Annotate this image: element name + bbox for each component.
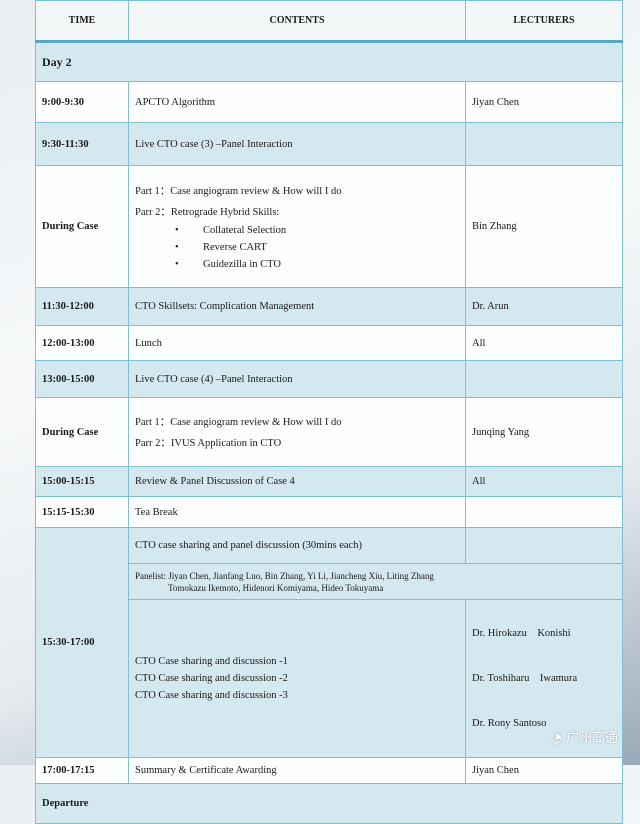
content-line: Part 1：Case angiogram review & How will … [135, 417, 342, 428]
lecturer-line: Dr. Hirokazu Konishi [472, 628, 571, 639]
time-cell: 12:00-13:00 [35, 325, 129, 361]
lecturer-cell: Dr. Hirokazu Konishi Dr. Toshiharu Iwamu… [465, 599, 623, 758]
lecturer-line: Dr. Rony Santoso [472, 718, 547, 729]
content-cell: Live CTO case (3) –Panel Interaction [128, 122, 466, 166]
bullet-item: • Reverse CART [175, 242, 267, 253]
bullet-item: • Collateral Selection [175, 225, 287, 236]
table-row: 15:00-15:15 Review & Panel Discussion of… [35, 466, 623, 497]
content-cell: CTO Skillsets: Complication Management [128, 287, 466, 326]
lecturer-cell: All [465, 325, 623, 361]
content-cell: Summary & Certificate Awarding [128, 757, 466, 784]
table-row: 12:00-13:00 Lunch All [35, 325, 623, 361]
time-cell: 11:30-12:00 [35, 287, 129, 326]
content-cell: Part 1：Case angiogram review & How will … [128, 165, 466, 288]
case-line: CTO Case sharing and discussion -1 [135, 656, 288, 667]
panelist-cell: Panelist: Jiyan Chen, Jianfang Luo, Bin … [128, 563, 623, 600]
lecturer-cell: Bin Zhang [465, 165, 623, 288]
header-lecturers: LECTURERS [465, 0, 623, 43]
table-row: 13:00-15:00 Live CTO case (4) –Panel Int… [35, 360, 623, 398]
table-row: During Case Part 1：Case angiogram review… [35, 165, 623, 288]
header-row: TIME CONTENTS LECTURERS [35, 0, 623, 43]
header-time: TIME [35, 0, 129, 43]
time-cell: 9:00-9:30 [35, 81, 129, 123]
lecturer-cell [465, 360, 623, 398]
content-line: Part 1：Case angiogram review & How will … [135, 186, 342, 197]
day-label: Day 2 [35, 41, 623, 82]
bullet-text: Guidezilla in CTO [203, 259, 281, 270]
table-row: 9:30-11:30 Live CTO case (3) –Panel Inte… [35, 122, 623, 166]
time-cell: During Case [35, 397, 129, 467]
content-cell: Part 1：Case angiogram review & How will … [128, 397, 466, 467]
time-cell: During Case [35, 165, 129, 288]
lecturer-cell: Junqing Yang [465, 397, 623, 467]
watermark: ◔ 广州高通 [551, 727, 619, 746]
time-cell: 17:00-17:15 [35, 757, 129, 784]
bullet-item: • Guidezilla in CTO [175, 259, 281, 270]
content-cell: Tea Break [128, 496, 466, 528]
table-row: CTO Case sharing and discussion -1 CTO C… [36, 599, 623, 758]
lecturer-cell: Jiyan Chen [465, 757, 623, 784]
departure-label: Departure [35, 783, 623, 824]
content-cell: APCTO Algorithm [128, 81, 466, 123]
content-cell: CTO case sharing and panel discussion (3… [128, 527, 466, 564]
content-line: Parr 2：IVUS Application in CTO [135, 438, 282, 449]
table-row: 15:30-17:00 CTO case sharing and panel d… [35, 527, 623, 758]
lecturer-cell: All [465, 466, 623, 497]
time-cell: 9:30-11:30 [35, 122, 129, 166]
table-row: During Case Part 1：Case angiogram review… [35, 397, 623, 467]
lecturer-cell [465, 527, 623, 564]
time-cell: 13:00-15:00 [35, 360, 129, 398]
content-cell: Review & Panel Discussion of Case 4 [128, 466, 466, 497]
lecturer-cell [465, 122, 623, 166]
time-cell: 15:15-15:30 [35, 496, 129, 528]
lecturer-cell [465, 496, 623, 528]
schedule-table: TIME CONTENTS LECTURERS Day 2 9:00-9:30 … [35, 0, 623, 824]
table-row: 9:00-9:30 APCTO Algorithm Jiyan Chen [35, 81, 623, 123]
table-row: 11:30-12:00 CTO Skillsets: Complication … [35, 287, 623, 326]
panelist-line: Panelist: Jiyan Chen, Jianfang Luo, Bin … [135, 570, 434, 581]
bullet-text: Collateral Selection [203, 225, 287, 236]
departure-row: Departure [35, 783, 623, 824]
content-cell: Lunch [128, 325, 466, 361]
lecturer-line: Dr. Toshiharu Iwamura [472, 673, 578, 684]
time-cell: 15:00-15:15 [35, 466, 129, 497]
content-cell: CTO Case sharing and discussion -1 CTO C… [128, 599, 466, 758]
case-line: CTO Case sharing and discussion -3 [135, 690, 288, 701]
day-row: Day 2 [35, 41, 623, 82]
table-row: 15:15-15:30 Tea Break [35, 496, 623, 528]
watermark-text: 广州高通 [565, 731, 618, 746]
header-contents: CONTENTS [128, 0, 466, 43]
table-row: 17:00-17:15 Summary & Certificate Awardi… [35, 757, 623, 784]
content-line: Parr 2：Retrograde Hybrid Skills: [135, 207, 280, 218]
wechat-icon: ◔ [550, 731, 566, 746]
lecturer-cell: Dr. Arun [465, 287, 623, 326]
time-cell: 15:30-17:00 [35, 527, 129, 758]
bullet-text: Reverse CART [203, 242, 267, 253]
case-line: CTO Case sharing and discussion -2 [135, 673, 288, 684]
panelist-row: Panelist: Jiyan Chen, Jianfang Luo, Bin … [36, 563, 623, 600]
lecturer-cell: Jiyan Chen [465, 81, 623, 123]
content-cell: Live CTO case (4) –Panel Interaction [128, 360, 466, 398]
panelist-line: Tomokazu Ikemoto, Hidenori Komiyama, Hid… [168, 582, 384, 593]
